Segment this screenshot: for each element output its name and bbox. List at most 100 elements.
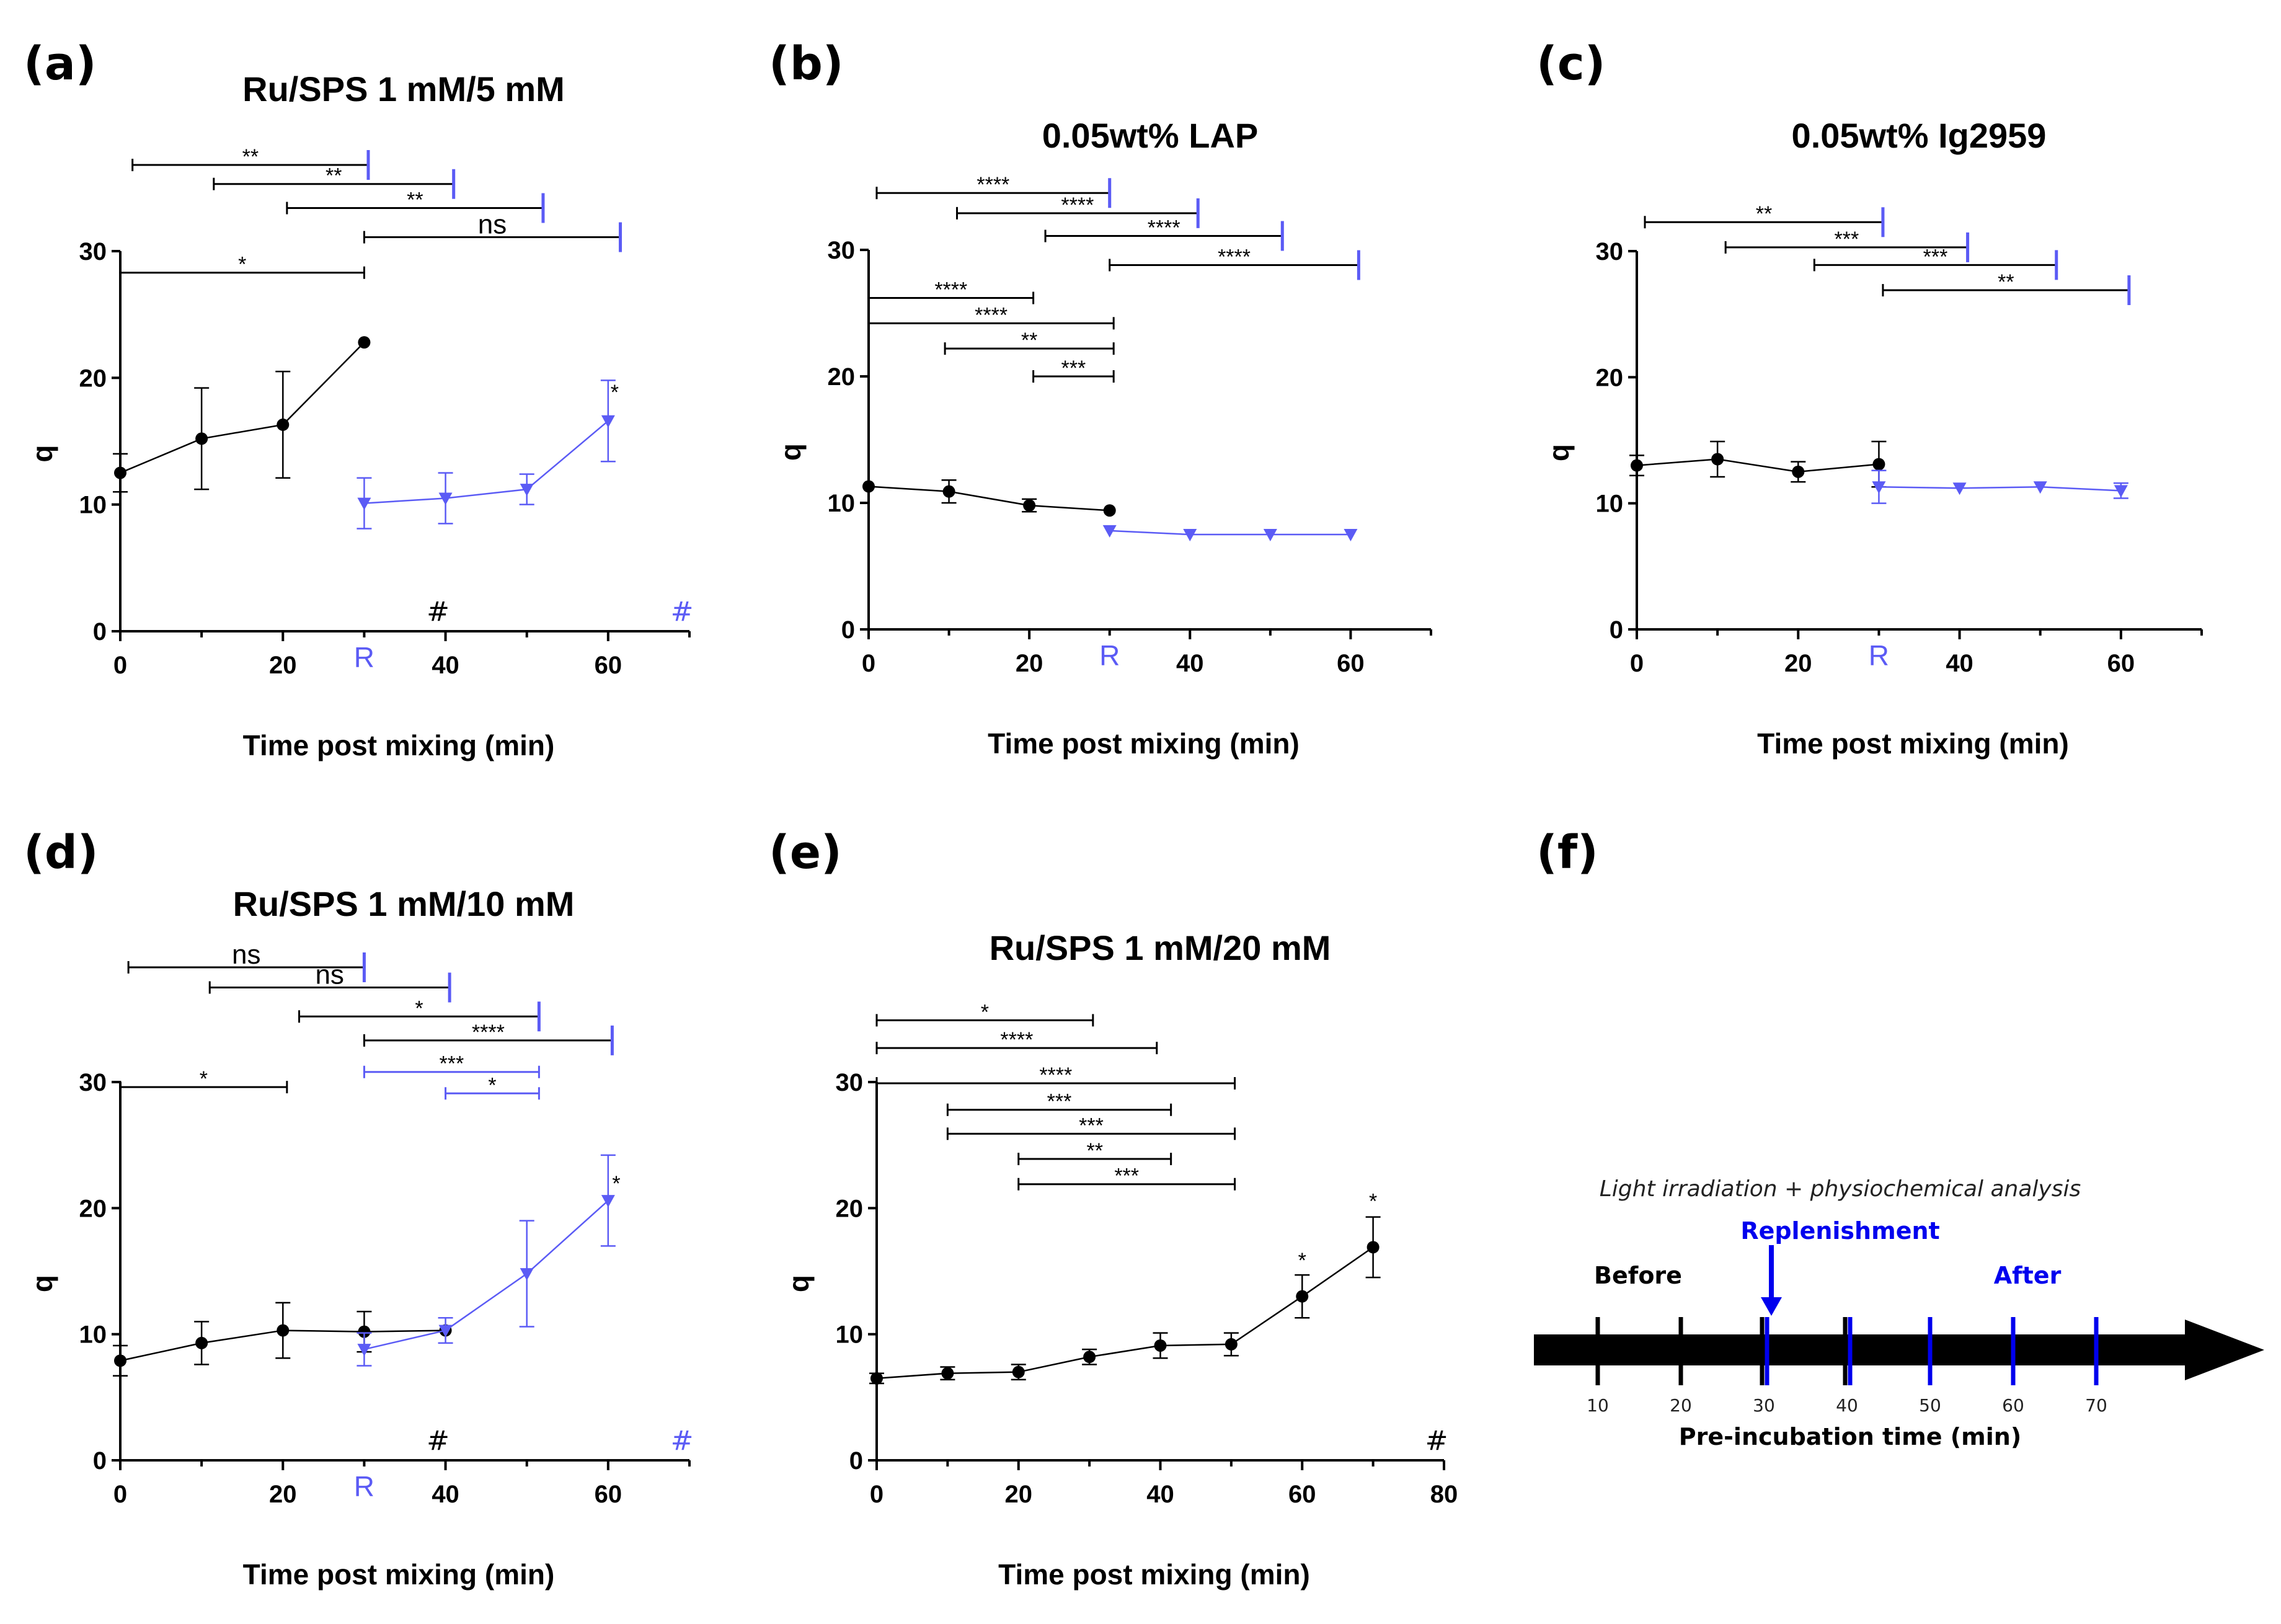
bracket-label: ****: [1218, 245, 1251, 268]
bracket-label: *: [200, 1067, 208, 1091]
bracket-label: **: [1756, 202, 1772, 226]
x-tick-label: 40: [432, 652, 459, 679]
x-tick-label: 20: [1016, 650, 1043, 677]
data-point: [357, 1344, 371, 1357]
replenishment-label: Replenishment: [1740, 1217, 1939, 1245]
bracket-label: ns: [232, 939, 260, 970]
bracket-label: ****: [1000, 1028, 1033, 1052]
data-point: [1103, 504, 1116, 517]
significance-bracket: *: [119, 253, 365, 279]
significance-bracket: ns: [127, 939, 366, 982]
x-tick-label: 20: [1784, 650, 1812, 677]
chart-panel-e: Ru/SPS 1 mM/20 mM 0 10 20 30 0 20 40 60 80 Time po…: [782, 928, 1458, 1591]
x-tick-label-replenish: R: [1869, 639, 1889, 672]
significance-bracket: ****: [1109, 245, 1360, 280]
y-tick-label: 20: [1596, 364, 1624, 391]
bracket-label: ****: [472, 1021, 505, 1044]
series-line: [1879, 486, 2121, 492]
x-tick-label: 60: [595, 1481, 622, 1508]
y-axis-label: q: [26, 445, 58, 462]
hash-mark: #: [1425, 1425, 1448, 1457]
significance-bracket: *: [445, 1073, 540, 1100]
timeline-tick: 70: [2085, 1317, 2107, 1416]
data-point: [195, 1336, 208, 1349]
series-line: [868, 486, 1110, 512]
hash-mark: #: [427, 596, 450, 628]
timeline-tick-label: 10: [1587, 1395, 1609, 1416]
timeline-tick: 50: [1919, 1317, 1941, 1416]
significance-bracket: ***: [1032, 357, 1115, 383]
data-point: [1012, 1365, 1025, 1378]
y-axis-label: q: [782, 1275, 815, 1292]
bracket-label: ****: [934, 278, 967, 302]
panel-label-d: (d): [24, 826, 99, 879]
hash-mark: #: [427, 1425, 450, 1457]
bracket-label: ns: [315, 960, 343, 990]
timeline-tick: 60: [2002, 1317, 2024, 1416]
significance-bracket: ****: [1044, 216, 1284, 251]
significance-bracket: **: [286, 189, 545, 223]
x-tick-label-replenish: R: [354, 1470, 374, 1502]
chart-title: Ru/SPS 1 mM/10 mM: [233, 884, 575, 923]
timeline-tick-label: 70: [2085, 1395, 2107, 1416]
timeline-tick: 20: [1670, 1317, 1692, 1416]
point-significance-mark: *: [612, 1172, 620, 1196]
timeline-tick-label: 30: [1753, 1395, 1775, 1416]
data-point: [195, 432, 208, 445]
chart-title: Ru/SPS 1 mM/5 mM: [242, 69, 565, 109]
timeline-ticks: 10 20 30 40 50 60 70: [1587, 1317, 2107, 1416]
timeline-tick: 30: [1753, 1317, 1775, 1416]
timeline-tick: 10: [1587, 1317, 1609, 1416]
x-tick-label: 0: [862, 650, 875, 677]
data-point: [358, 336, 371, 349]
significance-bracket: **: [944, 329, 1115, 355]
data-point: [358, 1325, 371, 1338]
series-after: [1871, 469, 2128, 504]
significance-bracket: **: [213, 164, 456, 199]
y-axis-label: q: [774, 443, 807, 461]
bracket-label: **: [1021, 329, 1037, 352]
significance-bracket: ****: [875, 1028, 1158, 1055]
significance-bracket: *: [119, 1067, 288, 1094]
timeline-tick-label: 60: [2002, 1395, 2024, 1416]
data-point: [1102, 525, 1117, 538]
bracket-label: ****: [977, 173, 1009, 197]
y-tick-label: 20: [79, 1195, 107, 1222]
series-line: [876, 1246, 1374, 1380]
significance-bracket: *: [875, 1000, 1094, 1027]
series-line: [1636, 458, 1879, 473]
data-point: [1366, 1241, 1380, 1254]
x-tick-label: 60: [1288, 1481, 1316, 1508]
timeline-note: Light irradiation + physiochemical analy…: [1600, 1176, 2081, 1202]
series-before: [1629, 440, 1887, 488]
x-tick-label: 60: [1337, 650, 1365, 677]
x-tick-label: 0: [113, 1481, 127, 1508]
significance-bracket: ****: [363, 1021, 614, 1055]
series-before: [113, 1302, 452, 1377]
series-after: [357, 1154, 616, 1367]
panel-label-b: (b): [769, 37, 844, 91]
x-tick-label-replenish: R: [1099, 639, 1120, 672]
significance-bracket: ns: [208, 960, 451, 1003]
hash-mark: #: [671, 596, 694, 628]
y-tick-label: 0: [93, 1447, 107, 1475]
y-tick-label: 0: [93, 618, 107, 646]
x-tick-label: 0: [113, 652, 127, 679]
data-point: [1183, 529, 1197, 541]
data-point: [862, 480, 875, 493]
y-tick-label: 30: [836, 1069, 864, 1096]
x-tick-label: 60: [595, 652, 622, 679]
bracket-label: ****: [975, 303, 1008, 327]
data-point: [1631, 459, 1643, 472]
timeline-tick-label: 40: [1836, 1395, 1858, 1416]
series-before: [862, 479, 1116, 517]
significance-bracket: ***: [1017, 1165, 1236, 1191]
significance-bracket: ***: [946, 1114, 1236, 1140]
data-point: [277, 1324, 290, 1337]
data-point: [1872, 481, 1886, 494]
x-tick-label: 40: [432, 1481, 459, 1508]
y-tick-label: 10: [79, 492, 107, 519]
significance-bracket: **: [1644, 202, 1885, 237]
bracket-label: **: [1086, 1139, 1102, 1163]
point-significance-mark: *: [1369, 1189, 1377, 1213]
